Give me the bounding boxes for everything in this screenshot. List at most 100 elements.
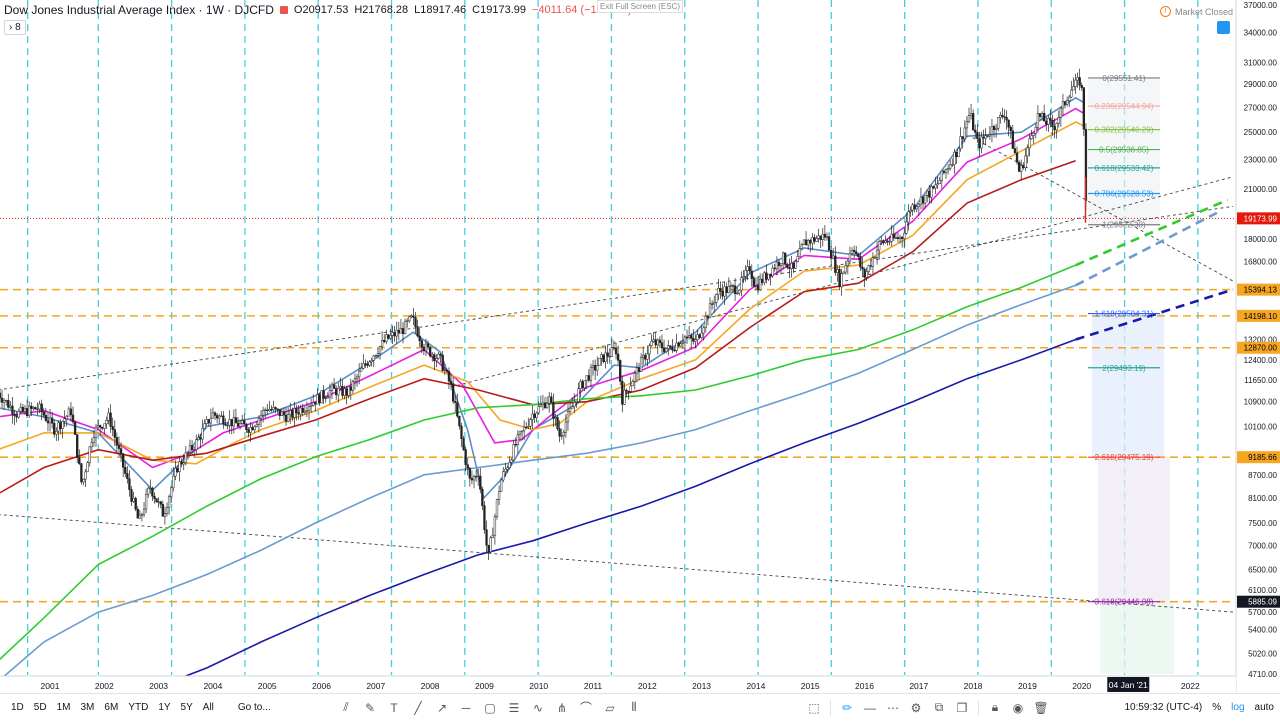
chevron-right-icon: › <box>9 22 13 33</box>
candle-body <box>493 516 497 536</box>
candle-body <box>719 288 722 292</box>
candle-body <box>884 240 887 243</box>
timeframe-1d[interactable]: 1D <box>11 702 24 713</box>
fib-level-label: 1(29522.30) <box>1102 221 1145 230</box>
candle-body <box>700 332 703 338</box>
candle-body <box>506 467 509 470</box>
exit-fullscreen-button[interactable]: Exit Full Screen (ESC) <box>597 0 683 13</box>
candle-body <box>472 476 476 481</box>
pitchfork-icon[interactable]: ⋔ <box>556 700 568 715</box>
candle-body <box>416 326 419 337</box>
layers-icon[interactable]: ⧉ <box>934 700 944 714</box>
candle-body <box>587 375 591 381</box>
time-axis[interactable] <box>0 676 1236 693</box>
log-scale-button[interactable]: log <box>1231 702 1245 713</box>
candle-body <box>566 411 570 423</box>
timeframe-ytd[interactable]: YTD <box>128 702 149 713</box>
candle-body <box>545 402 549 409</box>
price-tag <box>1237 341 1280 354</box>
trend-tools-icon[interactable]: ⫽ <box>343 700 349 714</box>
parallel-channel-icon[interactable]: ▱ <box>605 700 615 715</box>
trash-icon[interactable]: 🗑︎ <box>1033 700 1049 715</box>
curve-icon[interactable]: ⌒ <box>579 701 592 715</box>
timeframe-5y[interactable]: 5Y <box>180 702 193 713</box>
line-icon[interactable]: ╱ <box>414 700 422 715</box>
divider <box>830 699 831 716</box>
candle-body <box>86 462 89 473</box>
candle-body <box>364 363 367 365</box>
eye-icon[interactable]: ◉ <box>1012 700 1024 715</box>
timeframe-1m[interactable]: 1M <box>56 702 71 713</box>
long-position-icon[interactable]: ⫴ <box>631 700 637 714</box>
candle-body <box>73 421 77 435</box>
candle-body <box>934 184 937 189</box>
candle-body <box>259 414 263 419</box>
candle-body <box>612 347 616 349</box>
auto-scale-button[interactable]: auto <box>1254 702 1274 713</box>
clone-icon[interactable]: ❐ <box>956 700 968 715</box>
candle-body <box>1074 79 1077 87</box>
candle-body <box>117 445 121 449</box>
brush-icon[interactable]: ✎ <box>364 700 376 715</box>
timeframe-5d[interactable]: 5D <box>33 702 47 713</box>
trendline[interactable] <box>0 205 1234 391</box>
price-tick-label: 4710.00 <box>1248 670 1277 679</box>
time-tick-label: 2019 <box>1018 681 1037 691</box>
time-tick-label: 2004 <box>203 681 222 691</box>
chart-settings-icon[interactable] <box>1217 21 1230 34</box>
candle-body <box>648 345 651 355</box>
candle-body <box>115 437 119 446</box>
price-tick-label: 14198.10 <box>1244 312 1278 321</box>
fib-retracement-icon[interactable]: ☰ <box>508 700 520 715</box>
timeframe-1y[interactable]: 1Y <box>158 702 171 713</box>
candle-body <box>414 317 417 327</box>
goto-date-button[interactable]: Go to... <box>237 702 271 713</box>
timeframe-3m[interactable]: 3M <box>80 702 95 713</box>
indicator-count: 8 <box>15 22 21 33</box>
candle-body <box>345 388 348 396</box>
candle-body <box>103 423 106 429</box>
candle-body <box>406 320 409 322</box>
candle-body <box>251 427 254 431</box>
fib-level-label: 0.236(29544.94) <box>1095 102 1154 111</box>
candle-body <box>510 459 513 463</box>
dots-icon[interactable]: ⋯ <box>887 700 899 715</box>
candle-body <box>1076 77 1079 81</box>
gear-icon[interactable]: ⚙ <box>910 700 922 715</box>
line-style-icon[interactable]: — <box>864 700 876 715</box>
candle-body <box>999 114 1002 118</box>
ray-icon[interactable]: ↗ <box>436 700 448 715</box>
candle-body <box>913 204 916 210</box>
path-icon[interactable]: ∿ <box>532 700 544 715</box>
text-icon[interactable]: T <box>390 700 398 715</box>
candle-body <box>15 415 18 418</box>
pen-icon[interactable]: ✏ <box>841 700 853 715</box>
lock-icon[interactable]: 🔒︎ <box>991 700 999 714</box>
select-area-icon[interactable]: ⬚ <box>808 700 820 715</box>
candle-body <box>882 240 885 243</box>
candle-body <box>218 415 221 419</box>
candle-body <box>322 390 325 399</box>
candle-body <box>332 384 336 389</box>
indicators-toggle-button[interactable]: › 8 <box>4 20 26 35</box>
price-tick-label: 6500.00 <box>1248 565 1277 574</box>
candle-body <box>53 422 56 435</box>
candle-body <box>305 410 309 412</box>
rectangle-icon[interactable]: ▢ <box>484 700 496 715</box>
candle-body <box>1059 107 1063 118</box>
fib-level-label: 0.786(29528.53) <box>1095 190 1154 199</box>
candle-body <box>978 138 981 149</box>
percent-scale-button[interactable]: % <box>1212 702 1222 713</box>
candle-body <box>1026 147 1029 157</box>
candle-body <box>460 425 463 439</box>
horizontal-line-icon[interactable]: ─ <box>461 700 471 715</box>
timeframe-all[interactable]: All <box>202 702 214 713</box>
timeframe-6m[interactable]: 6M <box>104 702 119 713</box>
trendline[interactable] <box>0 514 1234 613</box>
price-tick-label: 7500.00 <box>1248 519 1277 528</box>
candle-body <box>731 285 735 287</box>
candle-body <box>625 389 628 392</box>
price-tick-label: 8100.00 <box>1248 494 1277 503</box>
